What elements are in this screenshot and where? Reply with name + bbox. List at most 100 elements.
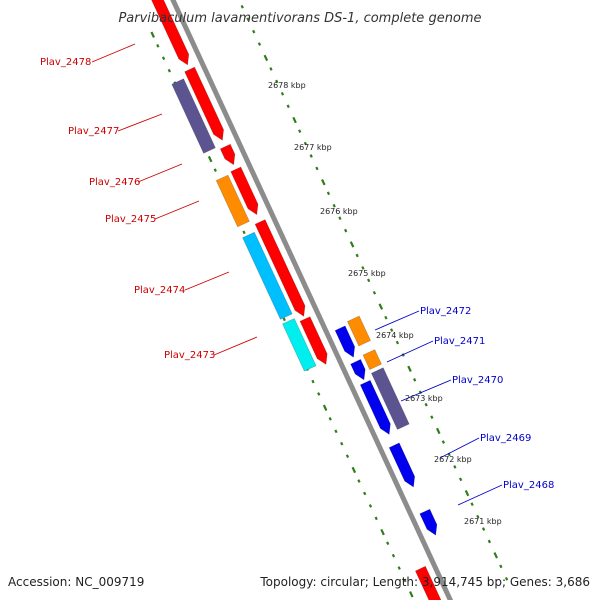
- gene-feature[interactable]: [184, 66, 224, 141]
- tick-mark: [338, 216, 342, 221]
- tick-mark: [207, 155, 213, 163]
- tick-mark: [458, 477, 463, 482]
- gene-label-plav-2470[interactable]: Plav_2470: [452, 375, 503, 386]
- tick-mark: [326, 191, 331, 196]
- tick-mark: [372, 290, 377, 295]
- gene-label-plav-2472[interactable]: Plav_2472: [420, 306, 471, 317]
- tick-mark: [242, 230, 246, 235]
- scale-label-2677: 2677 kbp: [294, 143, 332, 152]
- gene-feature[interactable]: [147, 0, 190, 66]
- tick-mark: [340, 441, 344, 446]
- gene-feature[interactable]: [282, 318, 317, 372]
- tick-mark: [240, 4, 244, 9]
- tick-mark: [269, 67, 273, 71]
- gene-label-plav-2477[interactable]: Plav_2477: [68, 126, 119, 137]
- tick-mark: [361, 266, 365, 270]
- gene-feature[interactable]: [334, 325, 356, 358]
- scale-label-2676: 2676 kbp: [320, 207, 358, 216]
- tick-mark: [298, 129, 302, 133]
- tick-mark: [384, 315, 388, 320]
- gene-feature[interactable]: [388, 442, 416, 488]
- tick-mark: [292, 116, 297, 124]
- gene-label-plav-2478[interactable]: Plav_2478: [40, 57, 91, 68]
- gene-feature[interactable]: [350, 358, 366, 381]
- gene-feature[interactable]: [230, 166, 259, 216]
- tick-mark: [349, 241, 355, 248]
- gene-feature[interactable]: [362, 349, 382, 370]
- gene-label-plav-2468[interactable]: Plav_2468: [503, 480, 554, 491]
- gene-label-plav-2474[interactable]: Plav_2474: [134, 285, 185, 296]
- gene-feature[interactable]: [215, 174, 250, 228]
- tick-mark: [263, 54, 269, 62]
- tick-mark: [150, 31, 155, 38]
- backbone-line: [170, 0, 454, 600]
- gene-feature[interactable]: [299, 316, 328, 365]
- tick-mark: [397, 566, 401, 570]
- gene-label-plav-2475[interactable]: Plav_2475: [105, 214, 156, 225]
- tick-mark: [386, 541, 390, 546]
- tick-mark: [470, 502, 474, 507]
- tick-mark: [345, 454, 350, 458]
- gene-label-plav-2473[interactable]: Plav_2473: [164, 350, 215, 361]
- scale-label-2673: 2673 kbp: [405, 394, 443, 403]
- tick-mark: [464, 489, 470, 497]
- tick-mark: [368, 504, 373, 508]
- gene-feature[interactable]: [415, 565, 446, 600]
- tick-mark: [246, 17, 250, 22]
- tick-mark: [161, 56, 166, 61]
- leader-line: [91, 43, 136, 63]
- tick-mark: [257, 42, 262, 46]
- tick-mark: [430, 415, 434, 419]
- tick-mark: [351, 466, 357, 474]
- tick-mark: [504, 576, 509, 581]
- tick-mark: [311, 379, 315, 384]
- scale-label-2678: 2678 kbp: [268, 81, 306, 90]
- tick-mark: [493, 552, 498, 559]
- gene-feature[interactable]: [171, 78, 216, 154]
- tick-mark: [303, 141, 308, 146]
- tick-mark: [167, 68, 171, 73]
- tick-mark: [413, 378, 417, 382]
- tick-mark: [252, 29, 256, 34]
- tick-mark: [418, 390, 423, 395]
- tick-mark: [328, 417, 332, 421]
- gene-feature[interactable]: [371, 367, 410, 430]
- gene-label-plav-2469[interactable]: Plav_2469: [480, 433, 531, 444]
- leader-line: [184, 271, 230, 291]
- tick-mark: [315, 166, 319, 171]
- tick-mark: [378, 303, 384, 310]
- tick-mark: [321, 179, 326, 186]
- gene-feature[interactable]: [242, 231, 293, 320]
- gene-feature[interactable]: [254, 219, 306, 317]
- tick-mark: [391, 553, 396, 558]
- scale-label-2675: 2675 kbp: [348, 269, 386, 278]
- genome-backbone: [170, 0, 454, 600]
- tick-mark: [380, 528, 385, 536]
- tick-mark: [156, 43, 160, 48]
- genome-summary-text: Topology: circular; Length: 3,914,745 bp…: [259, 575, 590, 589]
- leader-line: [400, 379, 452, 402]
- gene-feature[interactable]: [359, 379, 391, 435]
- tick-mark: [367, 278, 371, 283]
- tick-mark: [453, 465, 457, 469]
- tick-mark: [280, 92, 285, 96]
- gene-feature[interactable]: [347, 315, 371, 347]
- gene-label-plav-2476[interactable]: Plav_2476: [89, 177, 140, 188]
- scale-label-2672: 2672 kbp: [434, 455, 472, 464]
- tick-mark: [357, 479, 361, 483]
- tick-mark: [395, 340, 400, 345]
- tick-mark: [344, 228, 348, 233]
- leader-line: [386, 340, 434, 363]
- tick-mark: [424, 402, 428, 407]
- tick-mark: [317, 392, 321, 396]
- gene-feature[interactable]: [419, 508, 438, 536]
- leader-line: [439, 437, 480, 459]
- tick-mark: [282, 317, 286, 322]
- gene-feature[interactable]: [219, 143, 236, 166]
- leader-line: [374, 310, 420, 331]
- accession-text: Accession: NC_009719: [8, 575, 144, 589]
- gene-label-plav-2471[interactable]: Plav_2471: [434, 336, 485, 347]
- tick-mark: [374, 516, 378, 521]
- tick-mark: [407, 365, 412, 372]
